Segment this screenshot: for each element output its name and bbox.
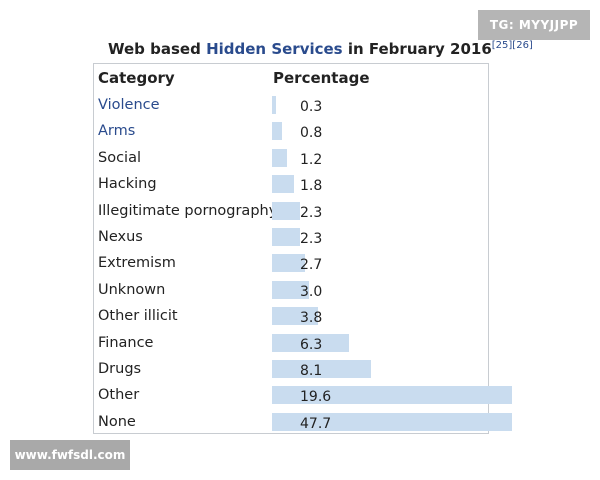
row-category: Unknown xyxy=(98,281,166,298)
hidden-services-link[interactable]: Hidden Services xyxy=(206,40,343,58)
percentage-bar xyxy=(272,333,349,352)
row-category: Hacking xyxy=(98,176,157,193)
percentage-bar xyxy=(272,122,282,141)
row-percentage: 2.3 xyxy=(300,231,323,247)
row-percentage: 3.8 xyxy=(300,310,323,327)
caption-prefix: Web based xyxy=(108,40,207,58)
watermark-tg: TG: MYYJJPP xyxy=(478,10,590,40)
percentage-bar xyxy=(272,175,294,194)
percentage-bar xyxy=(272,280,309,299)
row-percentage: 3.0 xyxy=(300,283,323,300)
row-category: Illegitimate pornography xyxy=(98,202,278,219)
row-percentage: 47.7 xyxy=(300,415,332,432)
row-percentage: 0.3 xyxy=(300,99,323,115)
table-row: Arms 0.8 xyxy=(98,121,518,147)
row-category[interactable]: Arms xyxy=(98,123,136,140)
row-percentage: 1.2 xyxy=(300,151,323,168)
row-category: None xyxy=(98,413,136,430)
reference-links[interactable]: [25][26] xyxy=(491,40,533,51)
row-percentage: 6.3 xyxy=(300,336,323,353)
row-category: Drugs xyxy=(98,361,142,377)
table-row: Drugs 8.1 xyxy=(98,359,518,385)
row-percentage: 19.6 xyxy=(300,389,332,406)
table-caption: Web based Hidden Services in February 20… xyxy=(108,40,533,58)
table-row: None 47.7 xyxy=(98,412,518,438)
table-row: Unknown 3.0 xyxy=(98,280,518,306)
watermark-website: www.fwfsdl.com xyxy=(10,440,130,470)
percentage-bar xyxy=(272,228,301,246)
row-percentage: 8.1 xyxy=(300,363,323,379)
percentage-bar xyxy=(272,307,319,326)
row-category: Other xyxy=(98,387,140,404)
row-category: Extremism xyxy=(98,255,176,272)
percentage-bar xyxy=(272,254,305,273)
table-row: Finance 6.3 xyxy=(98,333,518,359)
percentage-bar xyxy=(272,386,512,405)
row-percentage: 0.8 xyxy=(300,125,323,142)
percentage-bar xyxy=(272,201,301,220)
table-row: Hacking 1.8 xyxy=(98,174,518,200)
row-percentage: 2.3 xyxy=(300,204,323,221)
percentage-bar xyxy=(272,96,276,114)
row-category: Social xyxy=(98,149,141,166)
row-category: Nexus xyxy=(98,229,143,245)
table-row: Social 1.2 xyxy=(98,148,518,174)
table-row: Violence 0.3 xyxy=(98,95,518,121)
caption-suffix: in February 2016 xyxy=(342,40,492,58)
row-category: Finance xyxy=(98,334,154,351)
header-percentage: Percentage xyxy=(273,69,370,87)
row-category: Other illicit xyxy=(98,308,178,325)
table-row: Illegitimate pornography 2.3 xyxy=(98,201,518,227)
row-percentage: 1.8 xyxy=(300,178,323,195)
percentage-bar xyxy=(272,412,512,431)
row-category[interactable]: Violence xyxy=(98,97,160,113)
header-category: Category xyxy=(98,69,175,87)
percentage-bar xyxy=(272,148,287,167)
data-table xyxy=(93,63,489,434)
percentage-bar xyxy=(272,360,371,378)
row-percentage: 2.7 xyxy=(300,257,323,274)
table-row: Extremism 2.7 xyxy=(98,253,518,279)
table-row: Nexus 2.3 xyxy=(98,227,518,253)
table-row: Other illicit 3.8 xyxy=(98,306,518,332)
table-row: Other 19.6 xyxy=(98,385,518,411)
